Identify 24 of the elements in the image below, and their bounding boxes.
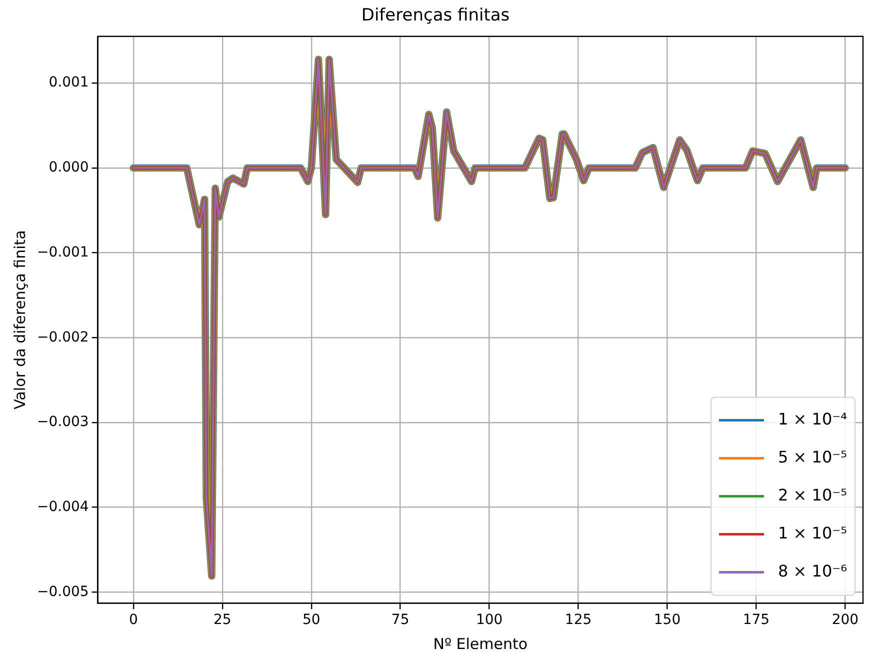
x-axis-title: Nº Elemento — [433, 634, 528, 653]
chart-title: Diferenças finitas — [361, 6, 510, 26]
legend-label: 8 × 10⁻⁶ — [778, 561, 848, 580]
y-tick-label: −0.004 — [36, 498, 89, 515]
y-axis-title: Valor da diferença finita — [10, 230, 29, 410]
x-tick-label: 175 — [742, 612, 770, 628]
legend-label: 1 × 10⁻⁴ — [778, 409, 848, 428]
x-tick-label: 75 — [391, 612, 410, 628]
x-tick-label: 50 — [302, 612, 320, 628]
x-tick-label: 125 — [564, 612, 592, 628]
x-tick-label: 200 — [832, 612, 859, 628]
x-tick-label: 150 — [654, 612, 681, 628]
x-tick-label: 25 — [213, 612, 232, 628]
legend-label: 2 × 10⁻⁵ — [778, 485, 848, 504]
legend-label: 5 × 10⁻⁵ — [778, 447, 848, 466]
y-tick-label: −0.001 — [36, 244, 89, 260]
y-tick-label: 0.001 — [48, 74, 89, 91]
x-tick-label: 0 — [128, 612, 138, 628]
legend-label: 1 × 10⁻⁵ — [778, 523, 848, 542]
x-tick-label: 100 — [476, 612, 503, 628]
y-tick-label: −0.003 — [36, 414, 89, 430]
y-tick-label: 0.000 — [48, 160, 89, 176]
y-tick-label: −0.002 — [36, 329, 89, 346]
y-tick-label: −0.005 — [36, 584, 89, 600]
